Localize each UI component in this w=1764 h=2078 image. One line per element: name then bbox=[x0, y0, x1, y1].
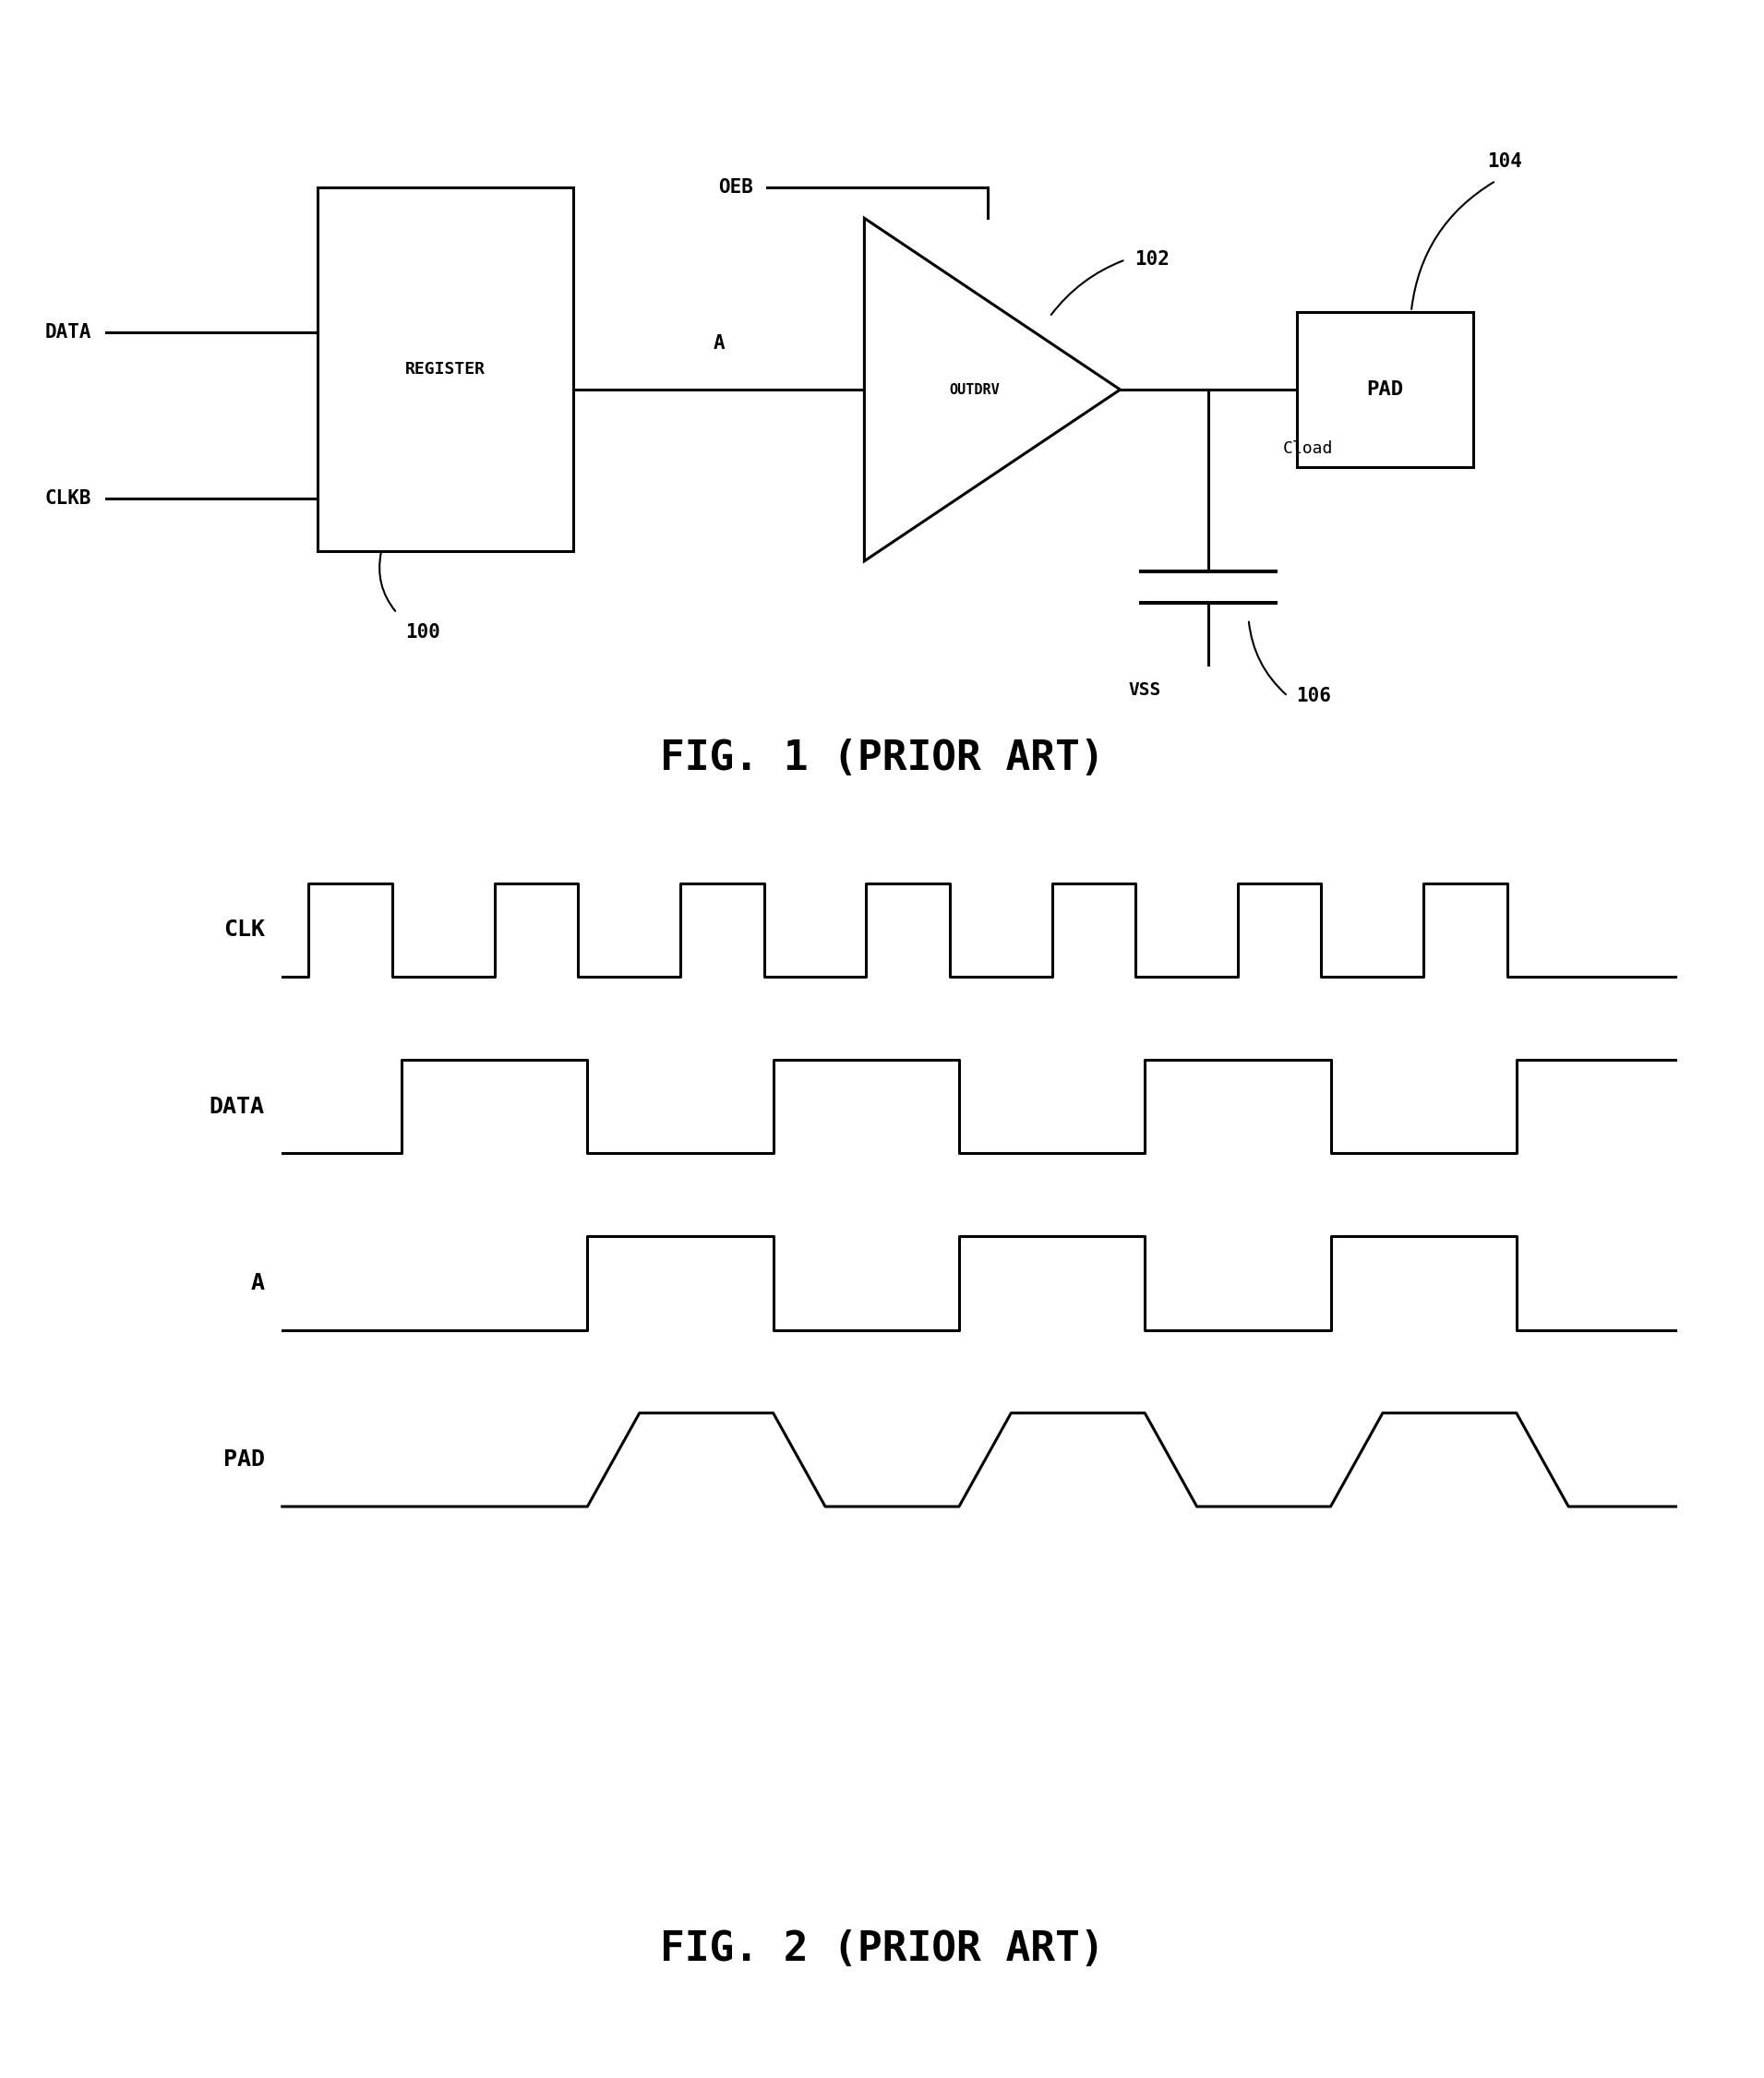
Text: A: A bbox=[713, 335, 725, 351]
Text: FIG. 1 (PRIOR ART): FIG. 1 (PRIOR ART) bbox=[660, 738, 1104, 779]
Text: 100: 100 bbox=[406, 623, 441, 642]
Text: FIG. 2 (PRIOR ART): FIG. 2 (PRIOR ART) bbox=[660, 1928, 1104, 1970]
Text: A: A bbox=[250, 1272, 265, 1295]
Text: DATA: DATA bbox=[46, 324, 92, 341]
Text: DATA: DATA bbox=[210, 1095, 265, 1118]
Bar bbox=[318, 187, 573, 551]
Text: PAD: PAD bbox=[222, 1448, 265, 1471]
Text: VSS: VSS bbox=[1129, 682, 1161, 698]
Text: OUTDRV: OUTDRV bbox=[949, 382, 1000, 397]
Text: 106: 106 bbox=[1297, 688, 1332, 704]
Text: REGISTER: REGISTER bbox=[406, 362, 485, 376]
Bar bbox=[1297, 312, 1473, 468]
Text: 102: 102 bbox=[1134, 251, 1170, 268]
Text: CLKB: CLKB bbox=[46, 490, 92, 507]
Text: Cload: Cload bbox=[1282, 441, 1332, 457]
Text: OEB: OEB bbox=[718, 179, 753, 195]
Text: CLK: CLK bbox=[222, 918, 265, 941]
Polygon shape bbox=[864, 218, 1120, 561]
Text: PAD: PAD bbox=[1367, 380, 1402, 399]
Text: 104: 104 bbox=[1487, 152, 1522, 170]
